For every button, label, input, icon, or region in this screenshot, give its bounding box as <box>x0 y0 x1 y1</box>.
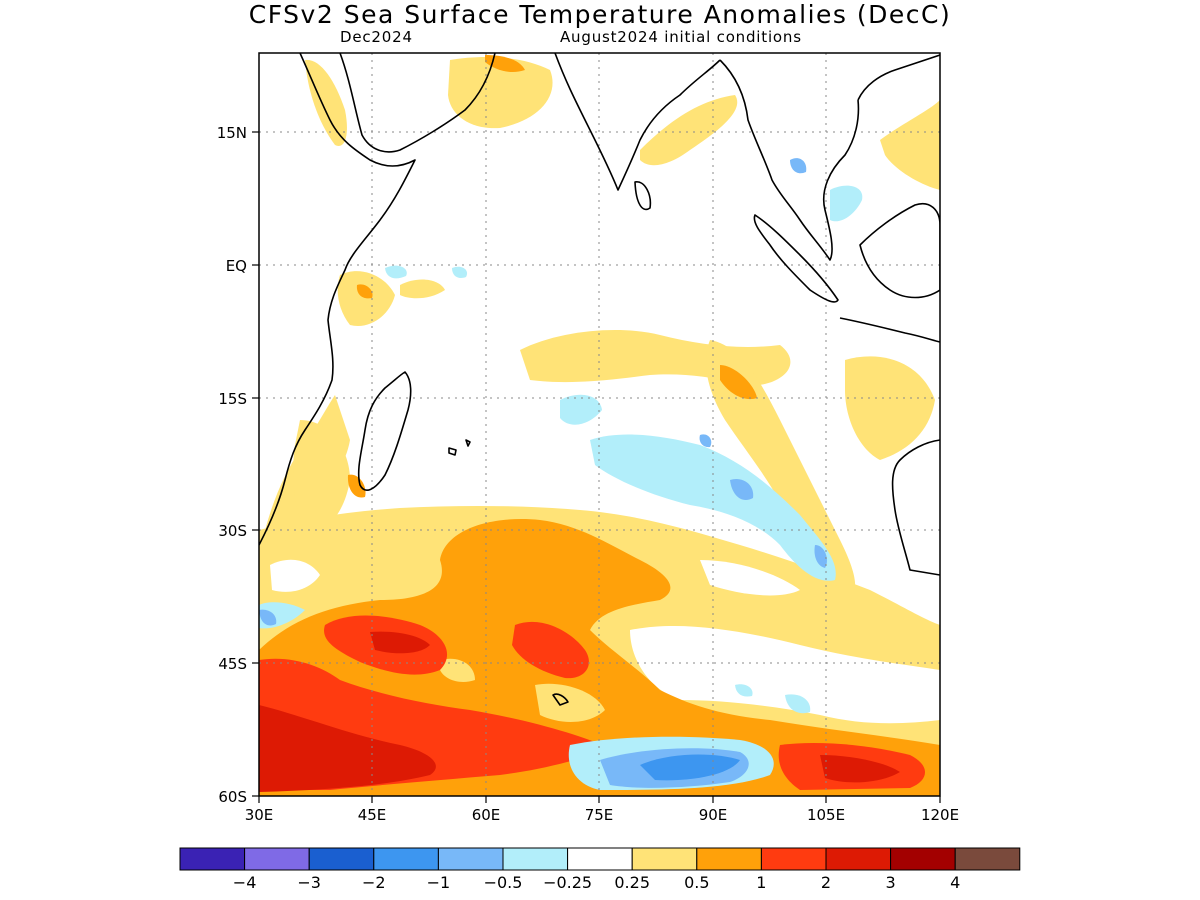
sri-lanka-coastline <box>634 181 652 211</box>
anomaly-region <box>699 434 712 448</box>
lon-label-105e: 105E <box>807 806 845 824</box>
colorbar-label: −0.25 <box>543 873 592 892</box>
colorbar-swatch <box>696 847 762 871</box>
lon-label-75e: 75E <box>585 806 614 824</box>
colorbar-swatch <box>437 847 504 871</box>
colorbar-swatch <box>308 847 375 871</box>
anomaly-region <box>830 185 863 222</box>
anomaly-region <box>448 57 553 129</box>
india-coastline <box>554 53 721 191</box>
colorbar-label: −1 <box>427 873 451 892</box>
lat-label-15s: 15S <box>218 390 247 408</box>
initial-conditions: August2024 initial conditions <box>560 28 802 46</box>
anomaly-region <box>337 271 395 326</box>
lon-label-90e: 90E <box>699 806 728 824</box>
anomaly-region <box>735 684 753 697</box>
colorbar-swatch <box>760 847 827 871</box>
colorbar-swatch <box>825 847 892 871</box>
anomaly-region <box>720 365 757 400</box>
lat-label-60s: 60S <box>218 788 247 806</box>
anomaly-region <box>705 340 856 600</box>
lon-label-30e: 30E <box>245 806 274 824</box>
madagascar-coastline <box>357 371 412 491</box>
arabia-coastline <box>339 53 496 153</box>
anomaly-region <box>640 95 738 166</box>
colorbar-swatch <box>631 847 698 871</box>
island-coastline <box>465 439 471 447</box>
anomaly-region <box>370 631 430 654</box>
lat-labels: 15N EQ 15S 30S 45S 60S <box>217 124 247 806</box>
anomaly-region <box>356 284 373 299</box>
anomaly-region <box>270 559 320 592</box>
colorbar-label: −2 <box>362 873 386 892</box>
lat-label-30s: 30S <box>218 522 247 540</box>
coastlines <box>259 53 940 706</box>
colorbar-swatch <box>954 847 1021 871</box>
colorbar-label: −3 <box>297 873 321 892</box>
anomaly-region <box>535 683 605 722</box>
lat-label-eq: EQ <box>226 257 247 275</box>
anomaly-region <box>880 100 940 190</box>
anomaly-region <box>485 55 525 73</box>
colorbar-label: 0.25 <box>614 873 650 892</box>
colorbar-swatch <box>567 847 633 871</box>
lat-label-15n: 15N <box>217 124 247 142</box>
anomaly-region <box>259 705 436 792</box>
lon-label-45e: 45E <box>358 806 387 824</box>
anomaly-region <box>347 474 366 498</box>
colorbar: −4 −3 −2 −1 −0.5 −0.25 0.25 0.5 1 2 3 4 <box>179 847 1021 892</box>
island-coastline <box>552 693 569 706</box>
anomaly-region <box>400 279 445 299</box>
se-asia-coastline <box>719 59 860 261</box>
colorbar-swatch <box>244 847 310 871</box>
anomaly-region <box>790 158 807 174</box>
colorbar-label: 2 <box>821 873 831 892</box>
colorbar-swatch <box>373 847 439 871</box>
colorbar-label: 1 <box>756 873 766 892</box>
anomaly-region <box>785 694 811 714</box>
anomaly-region <box>452 266 468 278</box>
colorbar-label: 0.5 <box>684 873 709 892</box>
graticule <box>259 53 940 796</box>
anomaly-region <box>814 545 827 568</box>
lon-labels: 30E 45E 60E 75E 90E 105E 120E <box>245 806 959 824</box>
colorbar-label: 3 <box>886 873 896 892</box>
lat-label-45s: 45S <box>218 655 247 673</box>
africa-coastline <box>259 53 416 546</box>
indochina-coastline <box>857 54 940 101</box>
australia-coastline <box>891 439 940 576</box>
anomaly-region <box>560 394 602 425</box>
colorbar-label: 4 <box>950 873 960 892</box>
colorbar-label: −0.5 <box>484 873 523 892</box>
anomaly-region <box>700 560 800 596</box>
tick-marks <box>252 131 941 803</box>
borneo-coastline <box>859 203 940 299</box>
anomaly-region <box>305 59 347 146</box>
anomaly-region <box>259 609 277 626</box>
lon-label-60e: 60E <box>472 806 501 824</box>
colorbar-label: −4 <box>233 873 257 892</box>
anomaly-region <box>820 755 900 783</box>
colorbar-swatch <box>890 847 956 871</box>
forecast-month: Dec2024 <box>340 28 413 46</box>
anomaly-region <box>640 754 740 781</box>
anomaly-region <box>845 356 935 460</box>
java-coastline <box>839 317 940 343</box>
colorbar-swatch <box>179 847 246 871</box>
anomaly-region <box>512 621 589 679</box>
anomaly-region <box>590 434 836 581</box>
colorbar-swatch <box>502 847 569 871</box>
sumatra-coastline <box>753 214 839 303</box>
anomaly-region <box>730 478 754 500</box>
island-coastline <box>448 447 457 456</box>
map-title: CFSv2 Sea Surface Temperature Anomalies … <box>248 0 952 29</box>
anomaly-region <box>293 420 350 535</box>
anomaly-region <box>630 625 940 724</box>
anomaly-field <box>259 55 940 796</box>
lon-label-120e: 120E <box>921 806 959 824</box>
anomaly-region <box>385 265 407 279</box>
anomaly-region <box>440 658 475 682</box>
